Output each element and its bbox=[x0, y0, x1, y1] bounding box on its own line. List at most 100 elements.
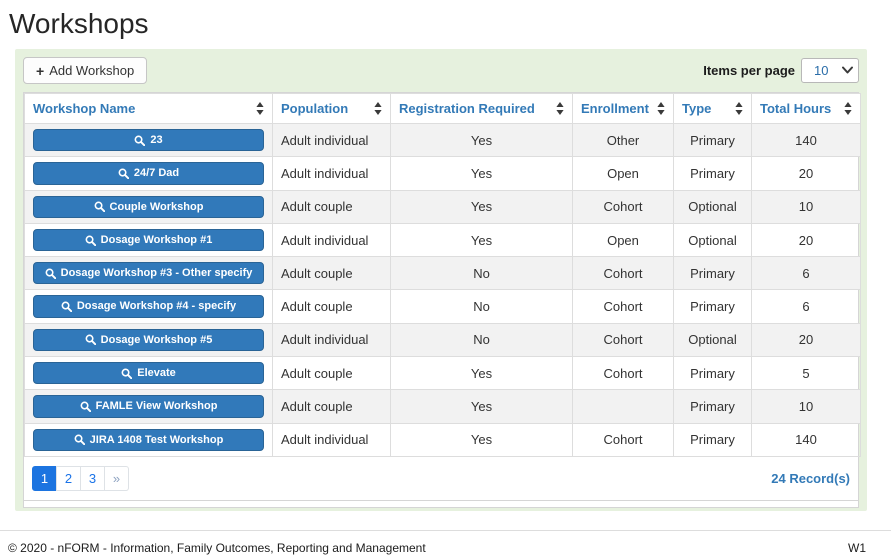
column-header[interactable]: Population bbox=[272, 93, 391, 124]
workshop-name-cell: 23 bbox=[24, 122, 273, 158]
sort-arrows-icon[interactable] bbox=[735, 102, 743, 115]
workshop-open-button[interactable]: 23 bbox=[33, 129, 264, 152]
population-cell: Adult couple bbox=[272, 356, 391, 391]
sort-arrows-icon[interactable] bbox=[256, 102, 264, 115]
page-title: Workshops bbox=[9, 8, 149, 39]
enrollment-cell: Cohort bbox=[572, 256, 674, 291]
enrollment-cell: Cohort bbox=[572, 322, 674, 358]
footer-copyright: © 2020 - nFORM - Information, Family Out… bbox=[8, 540, 426, 555]
plus-icon: + bbox=[36, 62, 45, 79]
enrollment-cell: Other bbox=[572, 122, 674, 158]
workshop-open-button[interactable]: Couple Workshop bbox=[33, 195, 264, 218]
enrollment-cell: Cohort bbox=[572, 189, 674, 224]
pagination: 1 2 3 » bbox=[32, 465, 129, 491]
registration-required-cell: Yes bbox=[390, 156, 573, 191]
registration-required-cell: No bbox=[390, 256, 573, 291]
workshop-open-button[interactable]: Elevate bbox=[33, 362, 264, 385]
sort-arrows-icon[interactable] bbox=[657, 102, 665, 115]
pagination-page[interactable]: 1 bbox=[32, 465, 57, 491]
magnifier-icon bbox=[118, 168, 129, 179]
type-cell: Primary bbox=[673, 289, 752, 324]
enrollment-cell: Open bbox=[572, 222, 674, 258]
sort-arrows-icon[interactable] bbox=[556, 102, 564, 115]
population-cell: Adult individual bbox=[272, 122, 391, 158]
registration-required-cell: Yes bbox=[390, 222, 573, 258]
column-header[interactable]: Enrollment bbox=[572, 93, 674, 124]
type-cell: Primary bbox=[673, 389, 752, 424]
table-header-row: Workshop Name Population Registration Re… bbox=[24, 93, 861, 124]
workshop-open-button[interactable]: Dosage Workshop #1 bbox=[33, 228, 264, 252]
workshop-name-cell: 24/7 Dad bbox=[24, 156, 273, 191]
workshop-open-button[interactable]: Dosage Workshop #5 bbox=[33, 328, 264, 352]
workshop-open-button[interactable]: Dosage Workshop #4 - specify bbox=[33, 295, 264, 318]
magnifier-icon bbox=[94, 201, 105, 213]
registration-required-cell: Yes bbox=[390, 422, 573, 457]
workshops-panel: + Add Workshop Items per page 10 Worksho… bbox=[15, 49, 867, 511]
population-cell: Adult individual bbox=[272, 422, 391, 457]
population-cell: Adult couple bbox=[272, 389, 391, 424]
footer-version: W1 bbox=[848, 540, 866, 555]
pagination-page-link[interactable]: 3 bbox=[80, 465, 105, 491]
pagination-page-link[interactable]: 1 bbox=[32, 465, 57, 491]
enrollment-cell: Cohort bbox=[572, 356, 674, 391]
column-header[interactable]: Type bbox=[673, 93, 752, 124]
magnifier-icon bbox=[80, 401, 91, 413]
workshop-name-cell: Couple Workshop bbox=[24, 189, 273, 224]
workshop-open-button[interactable]: Dosage Workshop #3 - Other specify bbox=[33, 262, 264, 285]
type-cell: Optional bbox=[673, 322, 752, 358]
workshop-name-label: Dosage Workshop #5 bbox=[100, 333, 213, 346]
column-header-label: Population bbox=[281, 101, 349, 116]
add-workshop-button[interactable]: + Add Workshop bbox=[23, 57, 148, 84]
column-header[interactable]: Registration Required bbox=[390, 93, 573, 124]
magnifier-icon bbox=[134, 135, 146, 146]
magnifier-icon bbox=[121, 368, 133, 379]
pagination-page[interactable]: 3 bbox=[80, 465, 105, 491]
type-cell: Optional bbox=[673, 222, 752, 258]
total-hours-cell: 10 bbox=[751, 189, 861, 224]
pagination-page-link[interactable]: 2 bbox=[56, 465, 81, 491]
workshop-name-cell: FAMLE View Workshop bbox=[24, 389, 273, 424]
table-row: Dosage Workshop #5 Adult individual No C… bbox=[24, 322, 861, 358]
type-cell: Primary bbox=[673, 156, 752, 191]
table-row: FAMLE View Workshop Adult couple Yes Pri… bbox=[24, 389, 861, 424]
workshop-name-label: Couple Workshop bbox=[109, 200, 204, 213]
table-row: 24/7 Dad Adult individual Yes Open Prima… bbox=[24, 156, 861, 191]
pagination-next-link[interactable]: » bbox=[104, 465, 129, 491]
magnifier-icon bbox=[85, 334, 96, 346]
workshop-open-button[interactable]: FAMLE View Workshop bbox=[33, 395, 264, 418]
total-hours-cell: 6 bbox=[751, 289, 861, 324]
column-header-label: Enrollment bbox=[581, 101, 649, 116]
population-cell: Adult couple bbox=[272, 289, 391, 324]
column-header-label: Type bbox=[682, 101, 712, 116]
workshop-name-label: Dosage Workshop #1 bbox=[100, 233, 213, 246]
column-header[interactable]: Workshop Name bbox=[24, 93, 273, 124]
table-row: Elevate Adult couple Yes Cohort Primary … bbox=[24, 356, 861, 391]
workshop-name-label: 24/7 Dad bbox=[133, 167, 180, 180]
total-hours-cell: 20 bbox=[751, 156, 861, 191]
population-cell: Adult individual bbox=[272, 156, 391, 191]
table-body: 23 Adult individual Yes Other Primary 14… bbox=[24, 122, 861, 457]
column-header[interactable]: Total Hours bbox=[751, 93, 861, 124]
workshop-name-label: JIRA 1408 Test Workshop bbox=[89, 433, 224, 446]
workshop-open-button[interactable]: JIRA 1408 Test Workshop bbox=[33, 428, 264, 451]
type-cell: Optional bbox=[673, 189, 752, 224]
enrollment-cell: Open bbox=[572, 156, 674, 191]
type-cell: Primary bbox=[673, 256, 752, 291]
sort-arrows-icon[interactable] bbox=[374, 102, 382, 115]
workshop-name-cell: Dosage Workshop #3 - Other specify bbox=[24, 256, 273, 291]
items-per-page-select-wrap: 10 bbox=[801, 58, 859, 83]
records-count: 24 Record(s) bbox=[771, 470, 850, 486]
workshop-open-button[interactable]: 24/7 Dad bbox=[33, 162, 264, 185]
total-hours-cell: 5 bbox=[751, 356, 861, 391]
column-header-label: Total Hours bbox=[760, 101, 832, 116]
enrollment-cell bbox=[572, 389, 674, 424]
population-cell: Adult individual bbox=[272, 222, 391, 258]
pagination-page[interactable]: 2 bbox=[56, 465, 81, 491]
pagination-next[interactable]: » bbox=[104, 465, 129, 491]
workshop-name-cell: Dosage Workshop #4 - specify bbox=[24, 289, 273, 324]
sort-arrows-icon[interactable] bbox=[844, 102, 852, 115]
workshop-name-cell: Dosage Workshop #1 bbox=[24, 222, 273, 258]
items-per-page-select[interactable]: 10 bbox=[801, 58, 859, 83]
population-cell: Adult couple bbox=[272, 256, 391, 291]
table-row: 23 Adult individual Yes Other Primary 14… bbox=[24, 122, 861, 158]
